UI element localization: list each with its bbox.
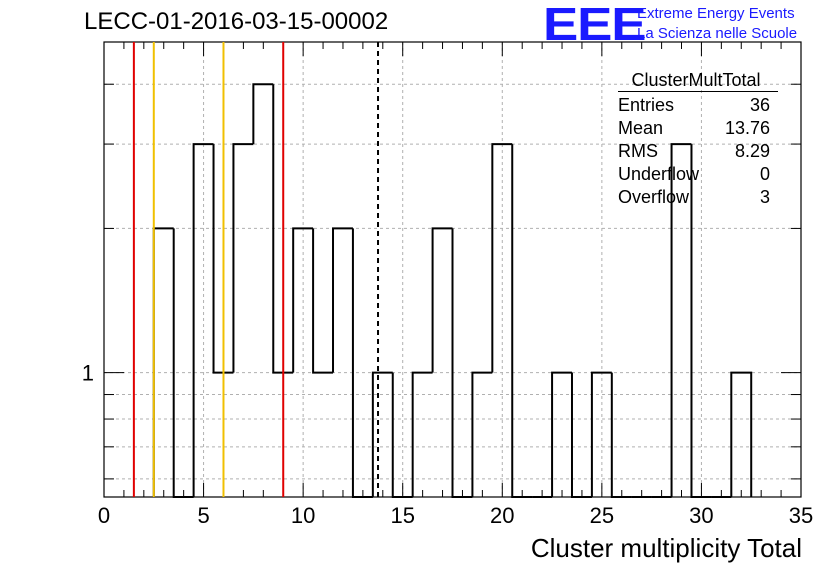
histogram-bin	[551, 371, 572, 497]
histogram-bin	[511, 144, 533, 498]
histogram-bin	[471, 371, 493, 497]
histogram-bin	[670, 143, 692, 497]
x-tick-label: 15	[390, 503, 414, 528]
histogram-bin	[232, 143, 254, 373]
histogram-bin	[491, 143, 513, 373]
histogram-bin	[590, 371, 612, 497]
x-axis-label: Cluster multiplicity Total	[530, 533, 802, 563]
histogram-bin	[451, 228, 473, 498]
histogram-bin	[292, 227, 314, 373]
stats-value: 0	[759, 164, 770, 184]
histogram-bin	[690, 144, 712, 498]
stats-label: Mean	[618, 118, 664, 138]
histogram-bin	[332, 227, 353, 373]
x-tick-label: 10	[291, 503, 315, 528]
stats-row-mean: Mean 13.76	[612, 117, 780, 140]
histogram-bin	[351, 228, 373, 498]
stats-box-name: ClusterMultTotal	[631, 70, 761, 90]
stats-row-overflow: Overflow 3	[612, 186, 780, 209]
y-tick-label: 1	[82, 361, 94, 386]
stats-row-rms: RMS 8.29	[612, 140, 780, 163]
histogram-bin	[391, 372, 413, 498]
histogram-bin	[570, 372, 592, 498]
x-tick-label: 35	[789, 503, 813, 528]
histogram-bin	[431, 227, 453, 373]
histogram-bin	[212, 144, 234, 374]
histogram-bin	[272, 84, 294, 374]
logo-line-2: La Scienza nelle Scuole	[637, 25, 798, 42]
stats-row-underflow: Underflow 0	[612, 163, 780, 186]
stats-label: Overflow	[618, 187, 690, 207]
stats-label: Entries	[618, 95, 675, 115]
run-title: LECC-01-2016-03-15-00002	[84, 8, 389, 35]
histogram-bin	[172, 228, 194, 498]
logo-line-1: Extreme Energy Events	[637, 5, 795, 22]
histogram-bin	[152, 227, 174, 497]
x-tick-label: 20	[490, 503, 514, 528]
x-tick-label: 25	[590, 503, 614, 528]
eee-logo: EEE	[543, 0, 647, 50]
stats-row-entries: Entries 36	[612, 94, 780, 117]
histogram-bin	[312, 228, 334, 374]
stats-value: 13.76	[724, 118, 770, 138]
histogram-bin	[371, 371, 393, 497]
x-tick-label: 0	[98, 503, 110, 528]
x-tick-label: 5	[197, 503, 209, 528]
histogram-bin	[192, 143, 214, 497]
stats-value: 8.29	[734, 141, 770, 161]
stats-box: ClusterMultTotal Entries 36 Mean 13.76 R…	[612, 70, 780, 209]
x-tick-label: 30	[689, 503, 713, 528]
stats-value: 3	[759, 187, 770, 207]
stats-value: 36	[749, 95, 770, 115]
histogram-bin	[730, 371, 753, 497]
stats-label: RMS	[618, 141, 658, 161]
histogram-bin	[252, 83, 274, 145]
histogram-bin	[610, 372, 632, 498]
histogram-bin	[411, 371, 433, 497]
stats-label: Underflow	[618, 164, 700, 184]
stats-divider	[618, 91, 778, 92]
